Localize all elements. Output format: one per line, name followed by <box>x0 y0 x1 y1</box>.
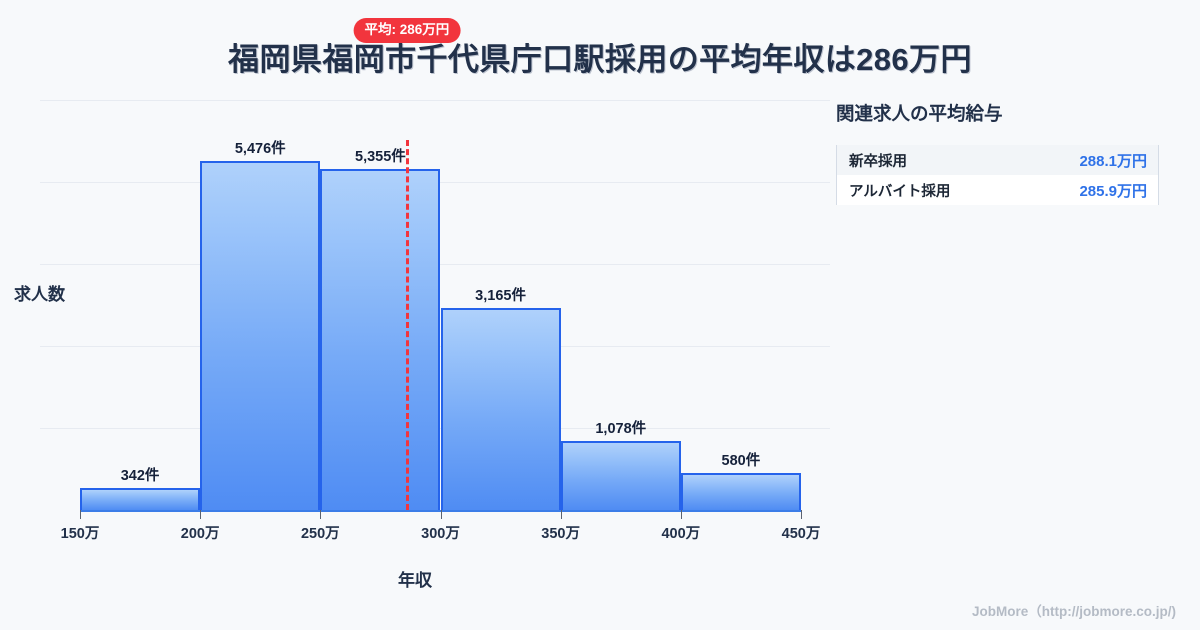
histogram-bar <box>440 308 561 510</box>
histogram-bar <box>680 473 801 510</box>
bar-value-label: 1,078件 <box>595 421 647 438</box>
x-axis-tick <box>320 510 322 519</box>
gridline <box>40 100 830 101</box>
page-title: 福岡県福岡市千代県庁口駅採用の平均年収は286万円 <box>228 42 972 77</box>
related-salary-heading: 関連求人の平均給与 <box>836 103 1003 124</box>
histogram-bar <box>560 441 681 510</box>
mean-badge: 平均: 286万円 <box>353 18 461 43</box>
bar-value-label: 5,476件 <box>234 141 286 158</box>
histogram-bar <box>200 161 321 510</box>
x-axis-tick-label: 400万 <box>661 526 701 542</box>
salary-row-value: 285.9万円 <box>1079 182 1147 200</box>
related-salary-table: 新卒採用 288.1万円アルバイト採用 285.9万円 <box>836 145 1159 205</box>
bar-value-label: 580件 <box>721 453 761 470</box>
source-watermark: JobMore（http://jobmore.co.jp/) <box>972 604 1176 619</box>
salary-row: 新卒採用 288.1万円 <box>837 145 1158 175</box>
x-axis-tick <box>680 510 682 519</box>
salary-row-label: アルバイト採用 <box>849 183 951 200</box>
x-axis-tick-label: 150万 <box>60 526 100 542</box>
y-axis-title: 求人数 <box>14 285 65 304</box>
bar-value-label: 342件 <box>120 468 160 485</box>
salary-row-label: 新卒採用 <box>849 153 907 170</box>
x-axis-tick <box>560 510 562 519</box>
x-axis-tick-label: 300万 <box>421 526 460 542</box>
salary-row: アルバイト採用 285.9万円 <box>837 175 1158 205</box>
x-axis-title: 年収 <box>398 571 432 590</box>
x-axis-tick <box>80 510 81 519</box>
x-axis-tick-label: 450万 <box>781 526 821 542</box>
x-axis-tick-label: 350万 <box>541 526 581 542</box>
bar-value-label: 5,355件 <box>355 148 406 165</box>
histogram-chart: 求人数 年収 342件 5,476件 5,355件 3,165件 1,078件 580件 … <box>14 18 830 590</box>
bar-value-label: 3,165件 <box>475 288 526 305</box>
plot-area: 342件 5,476件 5,355件 3,165件 1,078件 580件 150万 200… <box>40 18 830 542</box>
salary-row-value: 288.1万円 <box>1079 152 1147 170</box>
histogram-bar <box>320 168 441 510</box>
x-axis-tick <box>200 510 202 519</box>
related-salary-panel: 関連求人の平均給与 新卒採用 288.1万円アルバイト採用 285.9万円 <box>836 100 1166 205</box>
histogram-bar <box>80 488 201 510</box>
mean-line <box>405 140 409 510</box>
x-axis-tick-label: 200万 <box>180 526 220 542</box>
x-axis-tick <box>440 510 442 519</box>
x-axis-tick <box>801 510 802 519</box>
x-axis-tick-label: 250万 <box>300 526 340 542</box>
